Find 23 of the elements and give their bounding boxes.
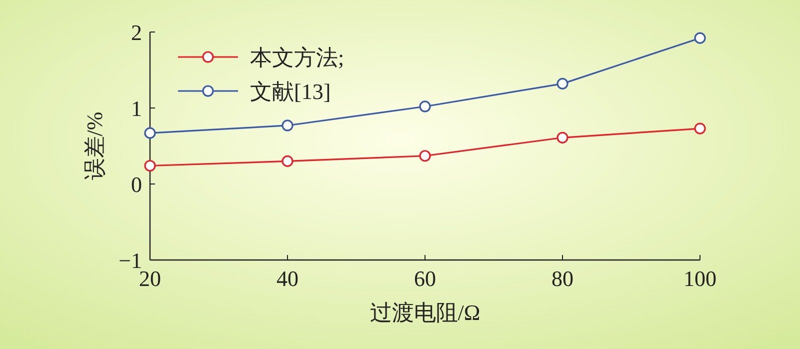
point bbox=[419, 100, 431, 112]
point bbox=[282, 155, 294, 167]
x-tick-label: 40 bbox=[276, 266, 298, 291]
legend-label: 本文方法; bbox=[250, 45, 344, 70]
y-tick-label: −1 bbox=[118, 248, 142, 273]
point bbox=[419, 150, 431, 162]
x-tick-label: 80 bbox=[552, 266, 574, 291]
point bbox=[694, 32, 706, 44]
x-tick-label: 20 bbox=[139, 266, 161, 291]
point bbox=[556, 78, 568, 90]
point bbox=[556, 132, 568, 144]
point bbox=[694, 122, 706, 134]
y-axis-title: 误差/% bbox=[82, 112, 107, 180]
point bbox=[282, 120, 294, 132]
y-tick-label: 0 bbox=[131, 172, 142, 197]
point bbox=[144, 160, 156, 172]
x-tick-label: 100 bbox=[684, 266, 716, 291]
y-tick-label: 1 bbox=[131, 96, 142, 121]
legend-label: 文献[13] bbox=[250, 79, 331, 104]
y-tick-label: 2 bbox=[131, 20, 142, 45]
x-axis-title: 过渡电阻/Ω bbox=[370, 300, 480, 325]
x-tick-label: 60 bbox=[414, 266, 436, 291]
point bbox=[144, 127, 156, 139]
